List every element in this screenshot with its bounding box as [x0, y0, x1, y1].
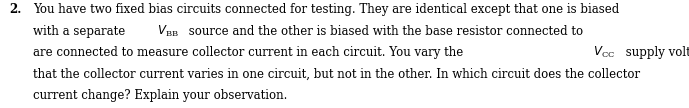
Text: that the collector current varies in one circuit, but not in the other. In which: that the collector current varies in one…	[33, 68, 640, 81]
Text: current change? Explain your observation.: current change? Explain your observation…	[33, 89, 287, 102]
Text: source and the other is biased with the base resistor connected to: source and the other is biased with the …	[185, 25, 587, 38]
Text: $V_{\mathregular{BB}}$: $V_{\mathregular{BB}}$	[157, 24, 178, 39]
Text: 2.: 2.	[9, 3, 21, 16]
Text: supply voltage and observe: supply voltage and observe	[621, 46, 689, 59]
Text: with a separate: with a separate	[33, 25, 129, 38]
Text: You have two fixed bias circuits connected for testing. They are identical excep: You have two fixed bias circuits connect…	[33, 3, 619, 16]
Text: are connected to measure collector current in each circuit. You vary the: are connected to measure collector curre…	[33, 46, 467, 59]
Text: $V_{\mathregular{CC}}$: $V_{\mathregular{CC}}$	[593, 45, 615, 60]
